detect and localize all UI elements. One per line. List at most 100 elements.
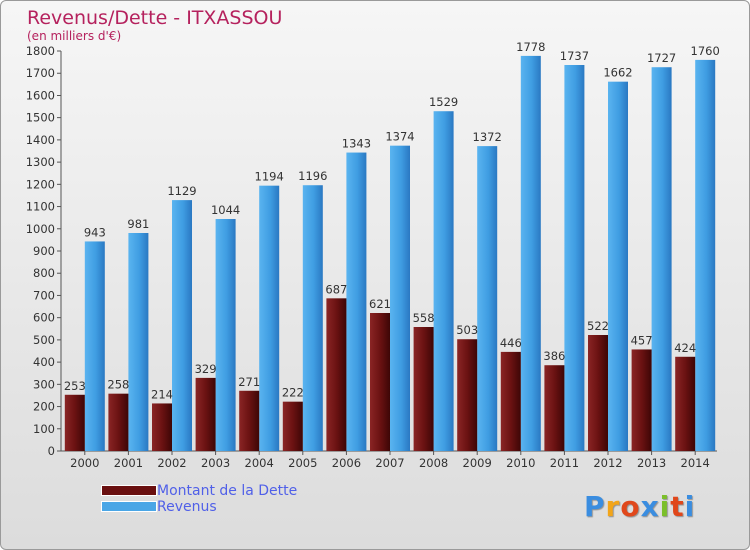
x-tick-label: 2002: [157, 456, 186, 470]
x-tick-label: 2001: [114, 456, 143, 470]
revenus-bar: [651, 67, 672, 451]
dette-value-label: 214: [151, 387, 173, 401]
y-tick-label: 200: [33, 400, 55, 414]
revenus-value-label: 1194: [255, 170, 284, 184]
dette-value-label: 687: [325, 282, 347, 296]
dette-bar: [500, 351, 521, 451]
dette-bar: [326, 298, 347, 451]
revenus-value-label: 1727: [647, 51, 676, 65]
revenus-value-label: 1778: [516, 40, 545, 54]
revenus-bar: [564, 65, 585, 451]
y-tick-label: 1400: [26, 133, 55, 147]
revenus-value-label: 1343: [342, 137, 371, 151]
x-tick-label: 2009: [463, 456, 492, 470]
dette-value-label: 621: [369, 297, 391, 311]
legend-swatch-dette: [101, 485, 157, 496]
revenus-value-label: 1760: [691, 44, 720, 58]
dette-value-label: 522: [587, 319, 609, 333]
revenus-bar: [128, 233, 149, 451]
revenus-bar: [520, 55, 541, 452]
y-tick-label: 1500: [26, 111, 55, 125]
dette-bar: [64, 394, 85, 451]
dette-value-label: 271: [238, 375, 260, 389]
dette-bar: [152, 403, 172, 451]
dette-bar: [239, 390, 260, 451]
revenus-bar: [259, 185, 280, 451]
revenus-bar: [477, 146, 498, 451]
dette-bar: [282, 401, 303, 451]
dette-bar: [413, 327, 434, 451]
x-tick-label: 2011: [550, 456, 579, 470]
dette-bar: [588, 335, 608, 451]
revenus-bar: [172, 200, 192, 451]
x-tick-label: 2005: [288, 456, 317, 470]
dette-value-label: 558: [413, 311, 435, 325]
y-tick-label: 600: [33, 311, 55, 325]
revenus-bar: [433, 111, 454, 451]
y-tick-label: 400: [33, 355, 55, 369]
x-tick-label: 2010: [506, 456, 535, 470]
revenus-bar: [346, 152, 367, 452]
legend-label-revenus: Revenus: [157, 499, 217, 515]
y-tick-label: 0: [48, 444, 55, 458]
revenus-value-label: 1196: [298, 169, 327, 183]
chart-subtitle: (en milliers d'€): [27, 29, 122, 43]
dette-bar: [544, 365, 565, 451]
revenus-bar: [390, 145, 410, 451]
revenus-value-label: 1372: [473, 130, 502, 144]
revenus-bar: [302, 185, 323, 451]
y-tick-label: 700: [33, 288, 55, 302]
y-tick-label: 100: [33, 422, 55, 436]
revenus-bar: [695, 59, 716, 452]
x-tick-label: 2014: [681, 456, 710, 470]
y-tick-label: 1200: [26, 177, 55, 191]
dette-bar: [675, 356, 696, 451]
y-tick-label: 300: [33, 377, 55, 391]
x-tick-label: 2013: [637, 456, 666, 470]
revenus-value-label: 943: [84, 225, 106, 239]
y-tick-label: 800: [33, 266, 55, 280]
dette-bar: [457, 339, 478, 451]
revenus-value-label: 1374: [385, 130, 414, 144]
revenus-bar: [608, 81, 628, 452]
revenus-value-label: 981: [127, 217, 149, 231]
y-tick-label: 1800: [26, 44, 55, 58]
y-tick-label: 1600: [26, 88, 55, 102]
dette-bar: [195, 377, 216, 451]
dette-value-label: 258: [107, 378, 129, 392]
dette-value-label: 424: [674, 341, 696, 355]
dette-bar: [108, 393, 129, 451]
x-tick-label: 2012: [593, 456, 622, 470]
revenus-value-label: 1129: [167, 184, 196, 198]
dette-value-label: 222: [282, 386, 304, 400]
revenus-bar: [215, 219, 236, 451]
dette-value-label: 386: [543, 349, 565, 363]
y-tick-label: 1000: [26, 222, 55, 236]
legend-label-dette: Montant de la Dette: [157, 483, 298, 499]
y-tick-label: 500: [33, 333, 55, 347]
dette-bar: [631, 349, 652, 451]
y-tick-label: 1100: [26, 200, 55, 214]
revenus-value-label: 1662: [603, 66, 632, 80]
dette-bar: [370, 313, 390, 451]
revenus-value-label: 1737: [560, 49, 589, 63]
dette-value-label: 503: [456, 323, 478, 337]
dette-value-label: 253: [64, 379, 86, 393]
y-tick-label: 1700: [26, 66, 55, 80]
x-tick-label: 2004: [245, 456, 274, 470]
dette-value-label: 457: [631, 333, 653, 347]
y-tick-label: 1300: [26, 155, 55, 169]
revenus-value-label: 1044: [211, 203, 240, 217]
x-tick-label: 2006: [332, 456, 361, 470]
revenus-value-label: 1529: [429, 95, 458, 109]
dette-value-label: 446: [500, 336, 522, 350]
proxiti-logo: Proxiti: [584, 490, 696, 523]
chart-title: Revenus/Dette - ITXASSOU: [27, 7, 283, 29]
x-tick-label: 2007: [375, 456, 404, 470]
revenus-bar: [84, 241, 105, 451]
dette-value-label: 329: [195, 362, 217, 376]
x-tick-label: 2000: [70, 456, 99, 470]
y-tick-label: 900: [33, 244, 55, 258]
